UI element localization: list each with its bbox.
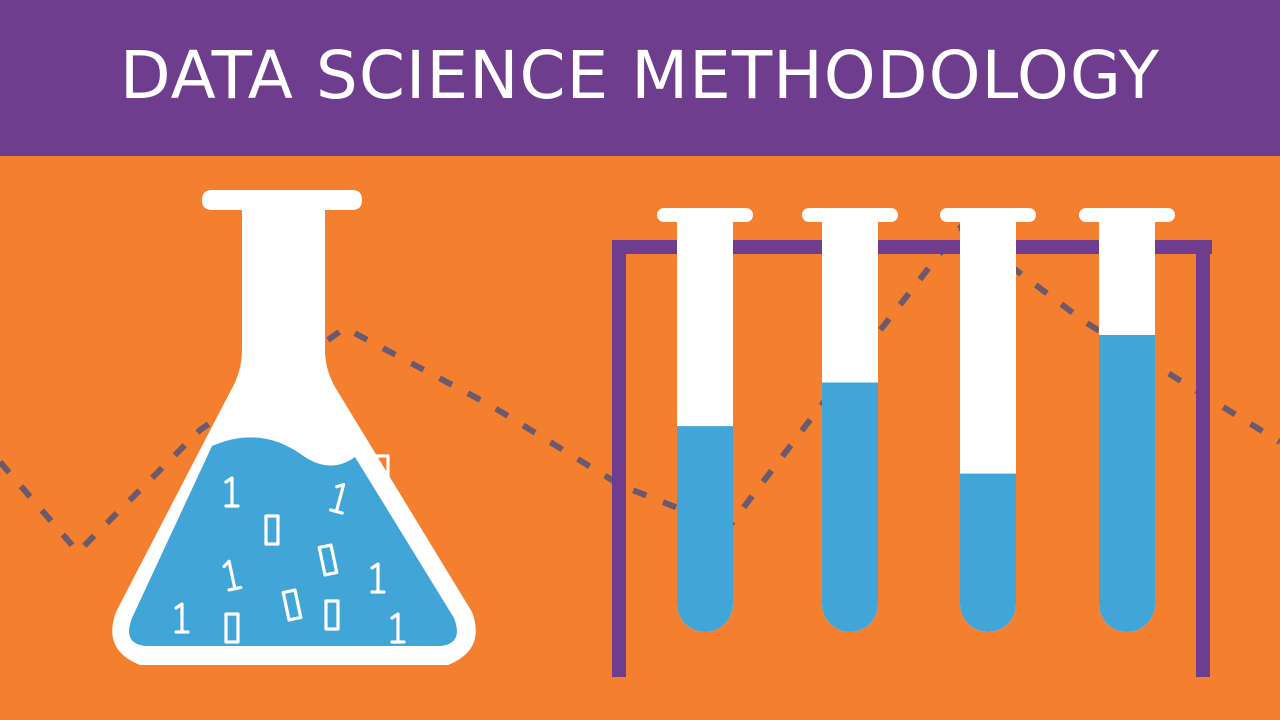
test-tube-rim	[1079, 208, 1175, 222]
rack-top-bar	[612, 240, 1212, 254]
binary-digit	[264, 514, 280, 546]
test-tube-rim	[940, 208, 1036, 222]
rack-left-leg	[612, 240, 626, 677]
binary-digit	[224, 476, 240, 508]
binary-digit	[374, 454, 390, 486]
binary-digit	[370, 562, 386, 594]
test-tube-liquid	[1099, 335, 1155, 632]
test-tube-liquid	[822, 382, 878, 632]
test-tube-rack-icon	[612, 208, 1212, 677]
page-title: DATA SCIENCE METHODOLOGY	[119, 36, 1161, 114]
test-tube-rim	[657, 208, 753, 222]
binary-digits	[174, 454, 406, 644]
test-tube-liquid	[677, 426, 733, 632]
binary-digit	[324, 599, 340, 631]
binary-digit	[328, 482, 346, 515]
test-tube-liquid	[960, 473, 1016, 632]
rack-right-leg	[1196, 240, 1210, 677]
test-tube	[802, 208, 898, 632]
test-tube	[657, 208, 753, 632]
binary-digit	[224, 612, 240, 644]
test-tube	[1079, 208, 1175, 632]
flask-icon	[112, 190, 476, 665]
binary-digit	[281, 588, 303, 622]
binary-digit	[222, 559, 243, 592]
binary-digit	[317, 543, 339, 577]
test-tube	[940, 208, 1036, 632]
test-tube-rim	[802, 208, 898, 222]
flask-liquid	[129, 437, 457, 646]
dashed-trend-line	[0, 223, 1280, 557]
binary-digit	[174, 602, 190, 634]
binary-digit	[390, 612, 406, 644]
title-banner: DATA SCIENCE METHODOLOGY	[0, 0, 1280, 156]
